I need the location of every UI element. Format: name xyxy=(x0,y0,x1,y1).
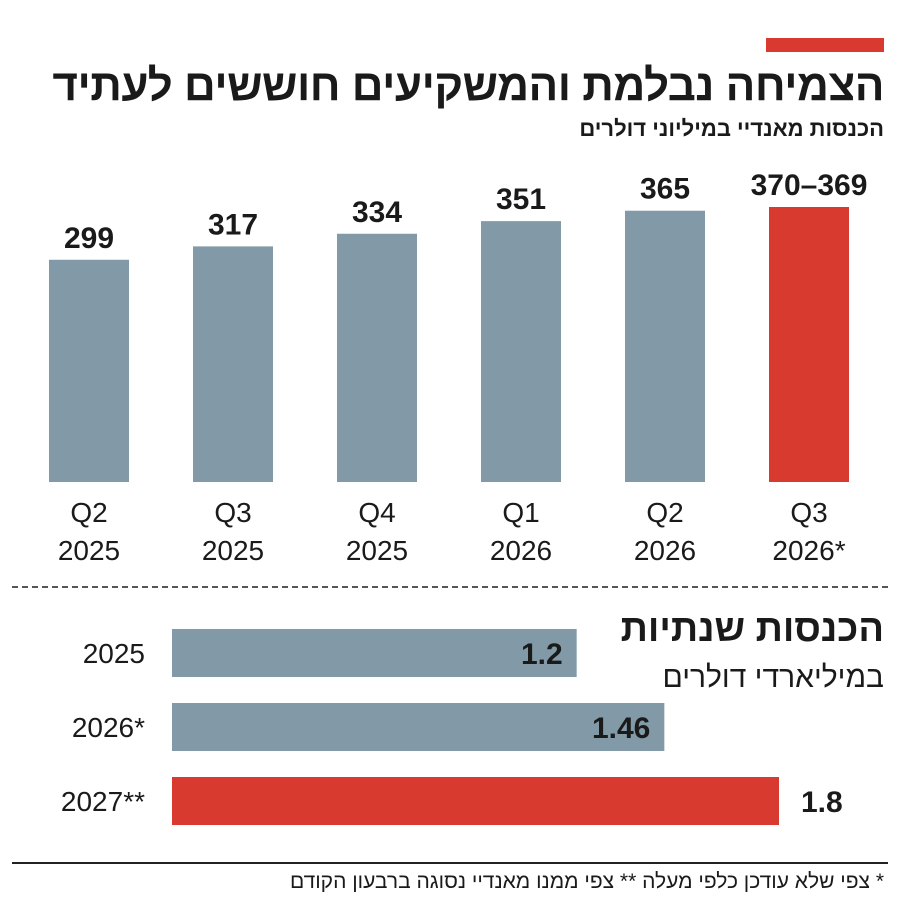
bar-value-label-2: 334 xyxy=(352,196,402,229)
annual-chart-subtitle: במיליארדי דולרים xyxy=(662,661,884,694)
annual-year-label-2: 2027** xyxy=(61,786,145,817)
annual-bar-0 xyxy=(172,629,577,677)
chart-subtitle: הכנסות מאנדיי במיליוני דולרים xyxy=(579,116,884,141)
bar-0 xyxy=(49,259,129,482)
quarter-label-0: Q2 xyxy=(70,497,107,528)
bar-value-label-3: 351 xyxy=(496,183,546,216)
quarter-label-1: Q3 xyxy=(214,497,251,528)
section-divider xyxy=(12,586,888,588)
annual-value-label-0: 1.2 xyxy=(521,638,563,671)
year-label-5: 2026* xyxy=(772,535,845,566)
footnote: * צפי שלא עודכן כלפי מעלה ** צפי ממנו מא… xyxy=(289,870,884,893)
quarter-label-4: Q2 xyxy=(646,497,683,528)
bar-4 xyxy=(625,210,705,482)
bar-5 xyxy=(769,207,849,482)
annual-bar-1 xyxy=(172,703,665,751)
annual-value-label-1: 1.46 xyxy=(592,712,650,745)
annual-revenue-chart: 2025 1.2 2026* 1.46 2027** 1.8 xyxy=(61,629,843,825)
bar-3 xyxy=(481,221,561,482)
annual-bar-2 xyxy=(172,777,779,825)
bar-1 xyxy=(193,246,273,482)
year-label-2: 2025 xyxy=(346,535,408,566)
annual-year-label-0: 2025 xyxy=(83,638,145,669)
quarterly-revenue-chart: 299 Q2 2025 317 Q3 2025 334 Q4 2025 351 Q1 2026 365 Q… xyxy=(49,169,868,566)
bar-value-label-4: 365 xyxy=(640,173,690,206)
year-label-1: 2025 xyxy=(202,535,264,566)
bar-value-label-1: 317 xyxy=(208,208,258,241)
bar-value-label-0: 299 xyxy=(64,222,114,255)
annual-year-label-1: 2026* xyxy=(72,712,145,743)
footer-rule xyxy=(12,862,888,864)
quarter-label-3: Q1 xyxy=(502,497,539,528)
accent-bar xyxy=(766,38,884,52)
quarter-label-2: Q4 xyxy=(358,497,395,528)
annual-chart-title: הכנסות שנתיות xyxy=(620,608,884,650)
bar-2 xyxy=(337,233,417,482)
year-label-0: 2025 xyxy=(58,535,120,566)
annual-value-label-2: 1.8 xyxy=(801,786,843,819)
year-label-4: 2026 xyxy=(634,535,696,566)
quarter-label-5: Q3 xyxy=(790,497,827,528)
chart-title: הצמיחה נבלמת והמשקיעים חוששים לעתיד xyxy=(52,61,884,110)
year-label-3: 2026 xyxy=(490,535,552,566)
bar-value-label-5: 370–369 xyxy=(751,169,868,202)
